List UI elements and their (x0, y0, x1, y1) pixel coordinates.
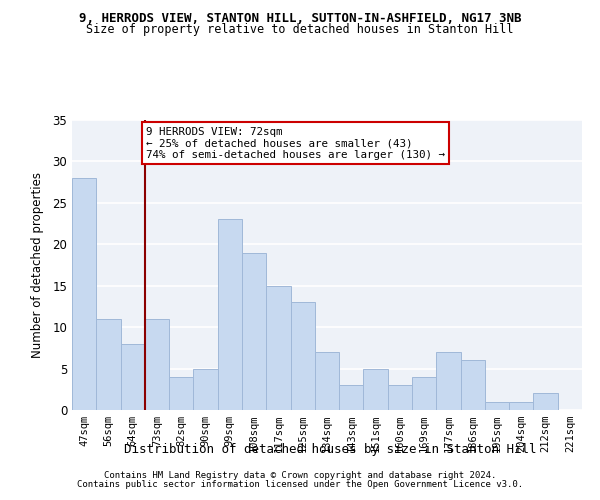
Text: Distribution of detached houses by size in Stanton Hill: Distribution of detached houses by size … (124, 442, 536, 456)
Bar (169, 377, 193, 410)
Bar (218, 220, 242, 410)
Bar (533, 394, 558, 410)
Bar (121, 344, 145, 410)
Text: Size of property relative to detached houses in Stanton Hill: Size of property relative to detached ho… (86, 22, 514, 36)
Bar (96, 319, 121, 410)
Bar (412, 377, 436, 410)
Bar (266, 286, 290, 410)
Bar (315, 352, 339, 410)
Bar (485, 402, 509, 410)
Text: Contains HM Land Registry data © Crown copyright and database right 2024.: Contains HM Land Registry data © Crown c… (104, 471, 496, 480)
Bar (339, 385, 364, 410)
Bar (364, 368, 388, 410)
Text: Contains public sector information licensed under the Open Government Licence v3: Contains public sector information licen… (77, 480, 523, 489)
Bar (72, 178, 96, 410)
Bar (461, 360, 485, 410)
Y-axis label: Number of detached properties: Number of detached properties (31, 172, 44, 358)
Text: 9 HERRODS VIEW: 72sqm
← 25% of detached houses are smaller (43)
74% of semi-deta: 9 HERRODS VIEW: 72sqm ← 25% of detached … (146, 126, 445, 160)
Bar (145, 319, 169, 410)
Bar (436, 352, 461, 410)
Bar (290, 302, 315, 410)
Bar (242, 252, 266, 410)
Text: 9, HERRODS VIEW, STANTON HILL, SUTTON-IN-ASHFIELD, NG17 3NB: 9, HERRODS VIEW, STANTON HILL, SUTTON-IN… (79, 12, 521, 26)
Bar (388, 385, 412, 410)
Bar (193, 368, 218, 410)
Bar (509, 402, 533, 410)
